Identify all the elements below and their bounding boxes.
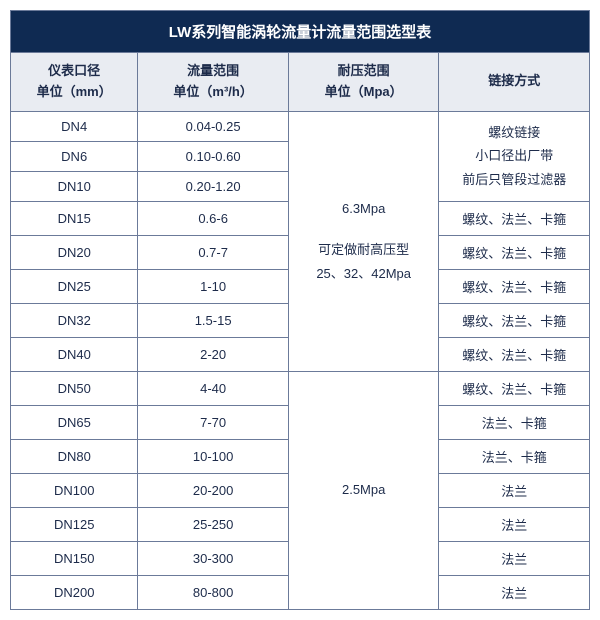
cell-diameter: DN10 bbox=[11, 171, 138, 201]
cell-connection: 法兰 bbox=[439, 473, 590, 507]
header-text: 单位（Mpa） bbox=[325, 84, 403, 99]
cell-diameter: DN150 bbox=[11, 541, 138, 575]
cell-flow-range: 0.7-7 bbox=[138, 235, 289, 269]
cell-connection: 螺纹、法兰、卡箍 bbox=[439, 235, 590, 269]
cell-connection: 法兰 bbox=[439, 507, 590, 541]
cell-flow-range: 0.20-1.20 bbox=[138, 171, 289, 201]
cell-connection: 法兰、卡箍 bbox=[439, 405, 590, 439]
cell-flow-range: 2-20 bbox=[138, 337, 289, 371]
cell-diameter: DN200 bbox=[11, 575, 138, 609]
cell-diameter: DN80 bbox=[11, 439, 138, 473]
cell-flow-range: 1.5-15 bbox=[138, 303, 289, 337]
cell-flow-range: 25-250 bbox=[138, 507, 289, 541]
selection-table-container: LW系列智能涡轮流量计流量范围选型表 仪表口径 单位（mm） 流量范围 单位（m… bbox=[10, 10, 590, 610]
header-text: 仪表口径 bbox=[48, 63, 100, 78]
cell-flow-range: 7-70 bbox=[138, 405, 289, 439]
cell-flow-range: 80-800 bbox=[138, 575, 289, 609]
table-row: DN504-402.5Mpa螺纹、法兰、卡箍 bbox=[11, 371, 590, 405]
cell-diameter: DN125 bbox=[11, 507, 138, 541]
cell-pressure-low: 2.5Mpa bbox=[288, 371, 439, 609]
header-text: 单位（m³/h） bbox=[173, 84, 252, 99]
cell-diameter: DN20 bbox=[11, 235, 138, 269]
cell-flow-range: 0.6-6 bbox=[138, 201, 289, 235]
cell-connection-small: 螺纹链接小口径出厂带前后只管段过滤器 bbox=[439, 111, 590, 201]
cell-connection: 螺纹、法兰、卡箍 bbox=[439, 303, 590, 337]
cell-connection: 螺纹、法兰、卡箍 bbox=[439, 337, 590, 371]
cell-connection: 法兰 bbox=[439, 575, 590, 609]
header-pressure: 耐压范围 单位（Mpa） bbox=[288, 53, 439, 112]
cell-flow-range: 0.04-0.25 bbox=[138, 111, 289, 141]
cell-diameter: DN25 bbox=[11, 269, 138, 303]
cell-flow-range: 20-200 bbox=[138, 473, 289, 507]
cell-diameter: DN15 bbox=[11, 201, 138, 235]
header-diameter: 仪表口径 单位（mm） bbox=[11, 53, 138, 112]
cell-connection: 螺纹、法兰、卡箍 bbox=[439, 269, 590, 303]
cell-pressure-high: 6.3Mpa可定做耐高压型25、32、42Mpa bbox=[288, 111, 439, 371]
table-title: LW系列智能涡轮流量计流量范围选型表 bbox=[11, 11, 590, 53]
table-body: DN40.04-0.256.3Mpa可定做耐高压型25、32、42Mpa螺纹链接… bbox=[11, 111, 590, 609]
cell-diameter: DN100 bbox=[11, 473, 138, 507]
cell-diameter: DN32 bbox=[11, 303, 138, 337]
header-row: 仪表口径 单位（mm） 流量范围 单位（m³/h） 耐压范围 单位（Mpa） 链… bbox=[11, 53, 590, 112]
table-row: DN40.04-0.256.3Mpa可定做耐高压型25、32、42Mpa螺纹链接… bbox=[11, 111, 590, 141]
cell-flow-range: 30-300 bbox=[138, 541, 289, 575]
header-flow-range: 流量范围 单位（m³/h） bbox=[138, 53, 289, 112]
cell-diameter: DN4 bbox=[11, 111, 138, 141]
cell-connection: 法兰、卡箍 bbox=[439, 439, 590, 473]
cell-diameter: DN50 bbox=[11, 371, 138, 405]
cell-flow-range: 1-10 bbox=[138, 269, 289, 303]
header-text: 流量范围 bbox=[187, 63, 239, 78]
cell-flow-range: 4-40 bbox=[138, 371, 289, 405]
cell-flow-range: 10-100 bbox=[138, 439, 289, 473]
header-text: 链接方式 bbox=[488, 73, 540, 88]
cell-diameter: DN40 bbox=[11, 337, 138, 371]
cell-connection: 法兰 bbox=[439, 541, 590, 575]
header-connection: 链接方式 bbox=[439, 53, 590, 112]
cell-connection: 螺纹、法兰、卡箍 bbox=[439, 201, 590, 235]
header-text: 单位（mm） bbox=[37, 84, 112, 99]
cell-diameter: DN6 bbox=[11, 141, 138, 171]
cell-connection: 螺纹、法兰、卡箍 bbox=[439, 371, 590, 405]
cell-flow-range: 0.10-0.60 bbox=[138, 141, 289, 171]
header-text: 耐压范围 bbox=[338, 63, 390, 78]
cell-diameter: DN65 bbox=[11, 405, 138, 439]
selection-table: LW系列智能涡轮流量计流量范围选型表 仪表口径 单位（mm） 流量范围 单位（m… bbox=[10, 10, 590, 610]
title-row: LW系列智能涡轮流量计流量范围选型表 bbox=[11, 11, 590, 53]
